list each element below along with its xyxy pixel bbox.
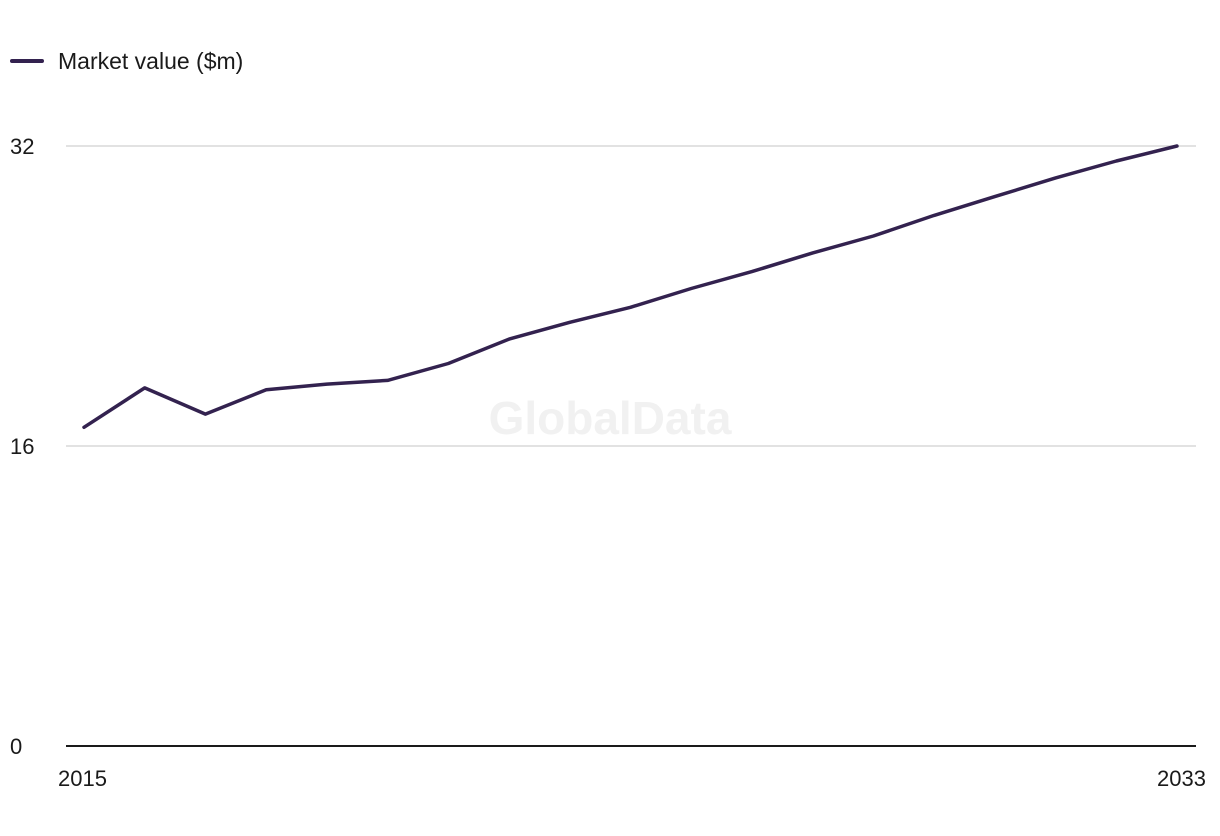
x-tick-label-2015: 2015 (58, 766, 107, 791)
y-tick-label-16: 16 (10, 434, 34, 459)
y-tick-label-0: 0 (10, 734, 22, 759)
watermark-text: GlobalData (489, 392, 732, 444)
axes: 0 16 32 2015 2033 (10, 134, 1206, 791)
series-lines (82, 144, 1179, 430)
legend: Market value ($m) (10, 48, 243, 74)
x-tick-label-2033: 2033 (1157, 766, 1206, 791)
y-tick-label-32: 32 (10, 134, 34, 159)
series-line-0 (82, 144, 1179, 430)
gridlines (66, 145, 1196, 447)
legend-label: Market value ($m) (58, 48, 243, 74)
